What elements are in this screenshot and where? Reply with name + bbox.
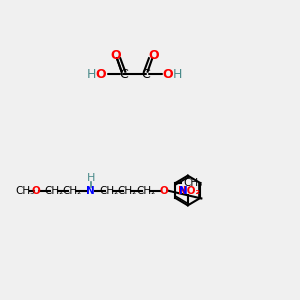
Text: H: H [172, 68, 182, 81]
Text: CH₂: CH₂ [99, 185, 119, 196]
Text: O: O [160, 185, 169, 196]
Text: N: N [179, 185, 188, 196]
Text: CH₂: CH₂ [63, 185, 82, 196]
Text: CH₃: CH₃ [183, 178, 202, 188]
Text: O: O [163, 68, 173, 81]
Text: O: O [96, 68, 106, 81]
Text: H: H [86, 173, 95, 183]
Text: NO₂: NO₂ [178, 185, 200, 196]
Text: CH₂: CH₂ [136, 185, 155, 196]
Text: O: O [148, 49, 159, 62]
Text: C: C [119, 68, 128, 81]
Text: C: C [141, 68, 150, 81]
Text: O: O [110, 49, 121, 62]
Text: N: N [86, 185, 95, 196]
Text: O: O [31, 185, 40, 196]
Text: CH₂: CH₂ [44, 185, 63, 196]
Text: H: H [87, 68, 97, 81]
Text: CH₂: CH₂ [118, 185, 137, 196]
Text: CH₃: CH₃ [15, 185, 34, 196]
